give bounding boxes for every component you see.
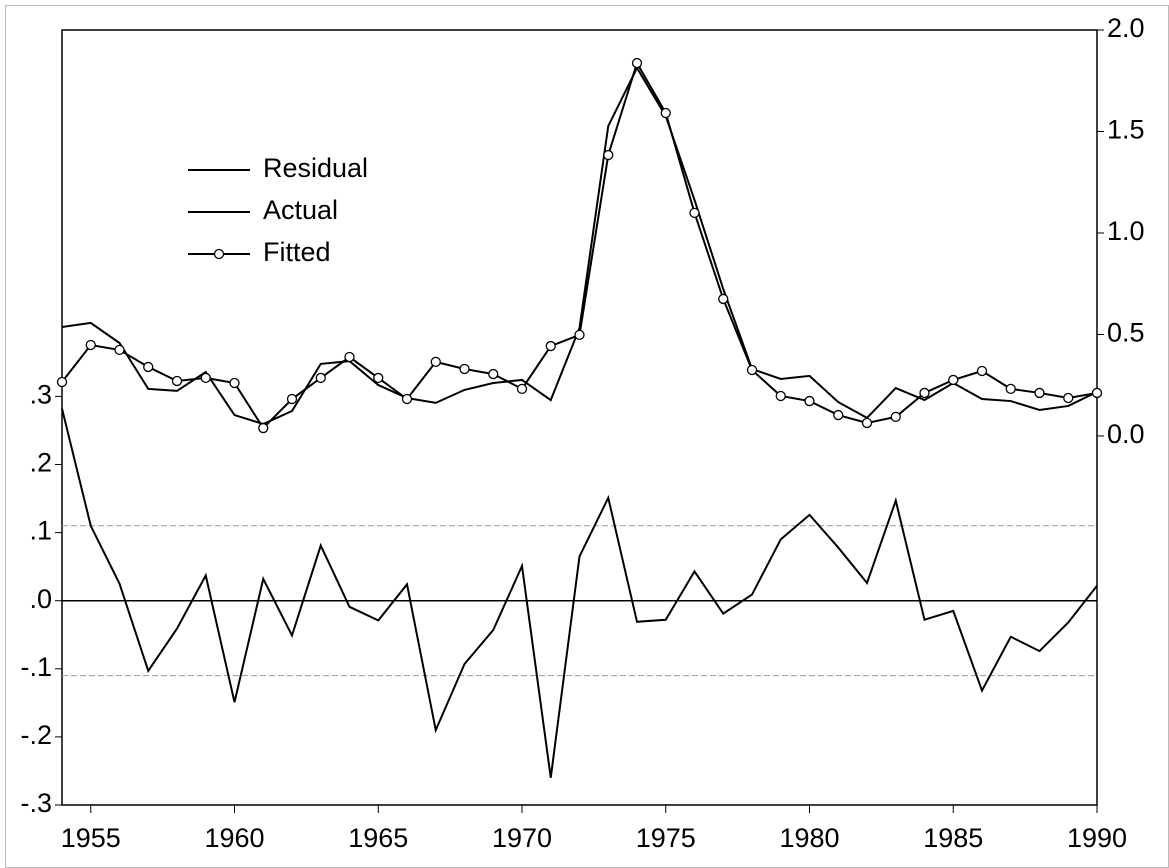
x-tick-label: 1985 <box>923 823 983 853</box>
series-marker <box>315 372 326 384</box>
series-marker <box>229 377 240 389</box>
series-marker <box>603 149 614 161</box>
series-marker <box>775 390 786 402</box>
series-marker <box>1005 383 1016 395</box>
series-marker <box>718 293 729 305</box>
x-tick-label: 1990 <box>1067 823 1127 853</box>
series-marker <box>114 344 125 356</box>
series-marker <box>143 361 154 373</box>
series-marker <box>1091 387 1103 399</box>
series-marker <box>286 393 298 405</box>
y2-tick-label: 2.0 <box>1107 13 1145 43</box>
y-tick-label: .2 <box>29 448 52 478</box>
series-marker <box>1034 387 1045 399</box>
x-tick-label: 1975 <box>636 823 696 853</box>
legend-label: Fitted <box>263 237 331 267</box>
series-marker <box>171 375 183 387</box>
series-line <box>61 408 1098 778</box>
y-tick-label: .3 <box>29 380 52 410</box>
y-tick-label: -.1 <box>20 652 52 682</box>
series-marker <box>85 339 96 351</box>
series-marker <box>804 395 815 407</box>
y2-tick-label: 0.5 <box>1107 318 1145 348</box>
y-tick-label: -.2 <box>20 720 52 750</box>
series-marker <box>689 207 700 219</box>
series-marker <box>344 351 355 363</box>
series-marker <box>1063 392 1074 404</box>
series-marker <box>373 372 384 384</box>
y2-tick-label: 1.5 <box>1107 115 1145 145</box>
y-tick-label: -.3 <box>20 788 52 818</box>
legend-marker <box>213 248 225 260</box>
x-tick-label: 1955 <box>61 823 121 853</box>
series-marker <box>861 417 873 429</box>
series-marker <box>574 329 585 341</box>
x-tick-label: 1965 <box>348 823 408 853</box>
series-marker <box>976 365 988 377</box>
series-marker <box>459 363 470 375</box>
series-marker <box>833 409 844 421</box>
series-marker <box>200 372 211 384</box>
series-line <box>61 65 1098 426</box>
series-marker <box>516 383 528 395</box>
series-marker <box>890 411 901 423</box>
legend-label: Residual <box>263 153 368 183</box>
x-tick-label: 1970 <box>492 823 552 853</box>
series-marker <box>545 340 556 352</box>
series-marker <box>258 422 269 434</box>
plot-frame <box>61 29 1098 806</box>
x-tick-label: 1960 <box>204 823 264 853</box>
y2-tick-label: 0.0 <box>1107 419 1145 449</box>
series-marker <box>430 356 441 368</box>
outer-frame <box>5 5 1169 868</box>
series-marker <box>948 374 959 386</box>
legend-label: Actual <box>263 195 338 225</box>
y-tick-label: .1 <box>29 516 52 546</box>
series-marker <box>746 364 758 376</box>
series-marker <box>488 368 499 380</box>
series-marker <box>401 393 413 405</box>
series-marker <box>56 376 68 388</box>
series-marker <box>919 387 930 399</box>
y2-tick-label: 1.0 <box>1107 216 1145 246</box>
series-marker <box>660 107 671 119</box>
x-tick-label: 1980 <box>779 823 839 853</box>
series-line <box>61 60 1098 430</box>
y-tick-label: .0 <box>29 584 52 614</box>
series-marker <box>631 57 643 69</box>
